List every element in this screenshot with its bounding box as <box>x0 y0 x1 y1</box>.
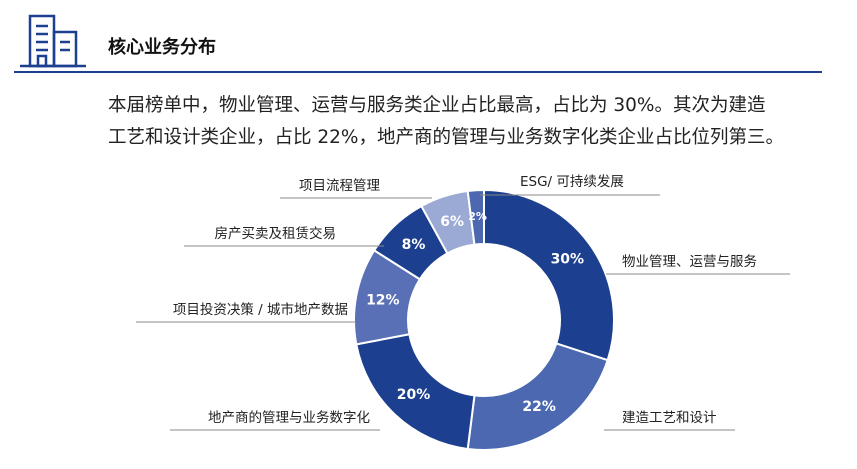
value-label: 12% <box>366 293 400 309</box>
value-label: 8% <box>402 237 426 253</box>
building-icon <box>20 14 86 68</box>
donut-slice <box>466 188 485 246</box>
category-label: 房产买卖及租赁交易 <box>215 225 337 242</box>
value-label: 2% <box>468 210 487 223</box>
paragraph-line: 工艺和设计类企业，占比 22%，地产商的管理与业务数字化类企业占比位列第三。 <box>108 127 784 148</box>
category-label: ESG/ 可持续发展 <box>520 174 624 190</box>
donut-slice <box>483 188 615 362</box>
value-label: 20% <box>397 387 431 403</box>
category-label: 地产商的管理与业务数字化 <box>208 410 370 426</box>
value-label: 6% <box>440 214 464 230</box>
category-label: 项目投资决策 / 城市地产数据 <box>173 301 348 318</box>
category-label: 物业管理、运营与服务 <box>622 254 757 270</box>
paragraph-line: 本届榜单中，物业管理、运营与服务类企业占比最高，占比为 30%。其次为建造 <box>108 95 766 116</box>
section-title: 核心业务分布 <box>108 36 216 58</box>
category-label: 项目流程管理 <box>299 178 380 194</box>
category-label: 建造工艺和设计 <box>622 410 717 426</box>
value-label: 22% <box>522 399 556 415</box>
donut-slice <box>466 342 609 451</box>
value-label: 30% <box>551 251 585 267</box>
